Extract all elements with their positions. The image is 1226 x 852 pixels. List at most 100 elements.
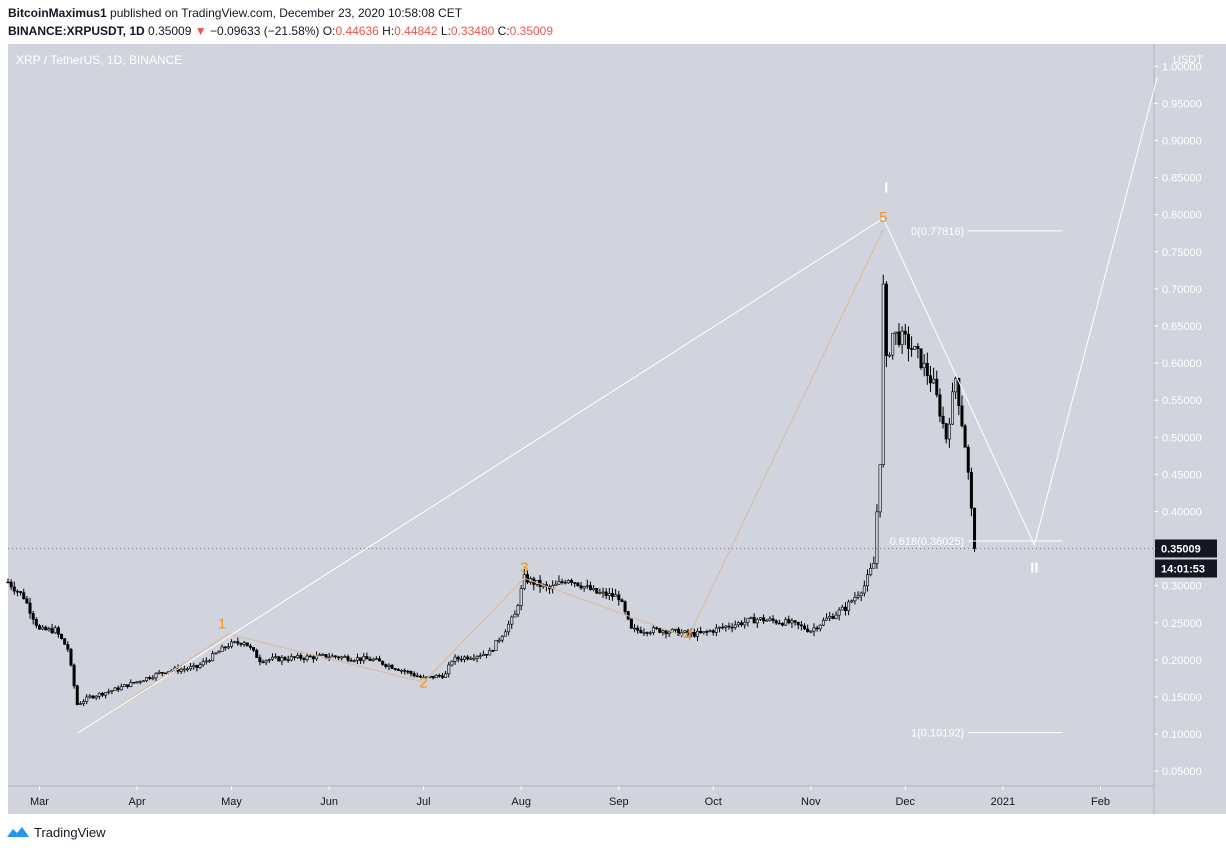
candle-body xyxy=(346,656,350,661)
candle-body xyxy=(793,620,797,623)
candle-body xyxy=(507,623,511,633)
candle-body xyxy=(403,670,407,672)
candle-body xyxy=(337,656,341,659)
candle-body xyxy=(966,446,970,473)
candle-body xyxy=(812,627,816,632)
candle-body xyxy=(157,671,161,674)
candle-body xyxy=(415,675,419,678)
candle-body xyxy=(853,597,857,602)
candle-body xyxy=(938,394,942,417)
y-tick-label: 0.90000 xyxy=(1162,135,1202,147)
candle-body xyxy=(264,660,268,663)
y-tick-label: 0.80000 xyxy=(1162,210,1202,222)
candle-body xyxy=(579,585,583,589)
candle-body xyxy=(878,464,882,513)
candle-body xyxy=(318,654,322,657)
y-tick-label: 0.60000 xyxy=(1162,358,1202,370)
candle-body xyxy=(733,624,737,628)
candle-body xyxy=(119,686,123,691)
candle-body xyxy=(145,677,149,682)
publish-info: published on TradingView.com, December 2… xyxy=(110,6,463,20)
candle-body xyxy=(718,626,722,629)
brand-name[interactable]: TradingView xyxy=(34,824,106,840)
x-tick-label: Apr xyxy=(129,796,146,808)
candle-body xyxy=(242,642,246,645)
candle-body xyxy=(497,639,501,642)
fib-level-label: 0(0.77816) xyxy=(911,226,964,238)
candle-body xyxy=(97,692,101,697)
candle-body xyxy=(768,618,772,621)
candle-body xyxy=(324,654,328,658)
candle-body xyxy=(223,646,227,649)
candle-body xyxy=(286,659,290,661)
y-tick-label: 0.05000 xyxy=(1162,766,1202,778)
candle-body xyxy=(214,652,218,655)
candle-body xyxy=(906,333,910,349)
candle-body xyxy=(633,627,637,630)
high-value: 0.44842 xyxy=(394,24,438,38)
close-value: 0.35009 xyxy=(509,24,554,38)
candle-body xyxy=(418,675,422,678)
last-price-value: 0.35009 xyxy=(1161,543,1201,555)
y-tick-label: 0.30000 xyxy=(1162,581,1202,593)
candle-body xyxy=(365,656,369,660)
candle-body xyxy=(932,378,936,384)
candle-body xyxy=(780,622,784,626)
plot-area xyxy=(8,44,1154,786)
candle-body xyxy=(390,664,394,669)
candle-body xyxy=(308,655,312,658)
candle-body xyxy=(481,653,485,656)
low-value: 0.33480 xyxy=(450,24,495,38)
candle-body xyxy=(623,601,627,612)
candle-body xyxy=(607,593,611,597)
candle-body xyxy=(856,595,860,598)
candle-body xyxy=(645,632,649,634)
candle-body xyxy=(485,653,489,656)
candle-body xyxy=(573,582,577,584)
chart-title: XRP / TetherUS, 1D, BINANCE xyxy=(16,53,182,67)
candle-body xyxy=(28,602,32,614)
candle-body xyxy=(601,591,605,594)
y-tick-label: 0.50000 xyxy=(1162,432,1202,444)
candle-body xyxy=(843,606,847,612)
candle-body xyxy=(327,656,331,659)
candle-body xyxy=(516,605,520,615)
candle-body xyxy=(12,586,16,592)
candle-body xyxy=(211,653,215,662)
last-price-badge xyxy=(1155,539,1217,558)
candle-body xyxy=(296,655,300,658)
candle-body xyxy=(557,581,561,585)
candle-body xyxy=(762,617,766,622)
candle-body xyxy=(135,681,139,683)
candle-body xyxy=(960,405,964,427)
candle-body xyxy=(182,668,186,671)
candle-body xyxy=(422,676,426,679)
fib-level-label: 1(0.10192) xyxy=(911,728,964,740)
x-tick-label: Feb xyxy=(1091,796,1110,808)
candle-body xyxy=(85,696,89,702)
candle-body xyxy=(570,580,574,583)
candle-body xyxy=(677,628,681,636)
footer-brand: TradingView xyxy=(6,824,106,840)
candle-body xyxy=(258,657,262,663)
candle-body xyxy=(903,330,907,335)
author-name[interactable]: BitcoinMaximus1 xyxy=(8,6,107,20)
candle-body xyxy=(100,692,104,696)
candle-body xyxy=(752,617,756,624)
candle-body xyxy=(736,622,740,626)
candle-body xyxy=(629,618,633,629)
candle-body xyxy=(925,363,929,377)
candle-body xyxy=(270,656,274,660)
candle-body xyxy=(283,657,287,660)
candle-body xyxy=(749,617,753,619)
candle-body xyxy=(252,647,256,651)
candle-body xyxy=(107,691,111,693)
candle-body xyxy=(463,656,467,661)
candle-body xyxy=(113,687,117,691)
candle-body xyxy=(204,660,208,663)
candle-body xyxy=(900,330,904,345)
candle-body xyxy=(928,375,932,384)
candle-body xyxy=(771,618,775,621)
candle-body xyxy=(891,332,895,356)
